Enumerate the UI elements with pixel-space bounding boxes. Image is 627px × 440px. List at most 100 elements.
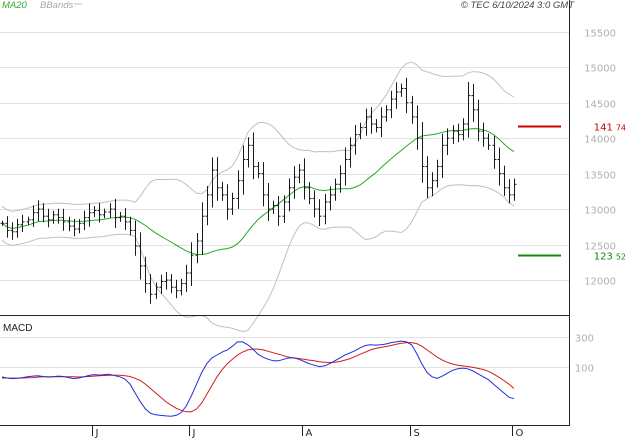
price-bar [51,210,56,224]
price-bar [282,195,287,223]
legend-ma20: MA20 [2,0,28,11]
price-bar [399,83,404,97]
source-timestamp: © TEC 6/10/2024 3:0 GMT [461,0,575,11]
price-bar [492,135,497,169]
macd-y-tick-label: 100 [575,364,594,375]
price-bar [200,202,205,255]
price-bar [507,179,512,204]
price-bar [97,202,102,223]
price-bar [317,199,322,226]
price-y-tick-label: 13000 [584,206,616,217]
signal-line [2,342,515,413]
price-bar [364,108,369,136]
price-bar [348,137,353,168]
price-bar [225,184,230,220]
price-bar [0,220,5,226]
support-level-label: 123 52 [594,252,626,263]
price-panel: 12000 12500 13000 13500 14000 14500 15000 15500… [0,29,626,333]
price-bar [102,208,107,219]
price-bar [174,279,179,299]
price-bar [189,242,194,286]
price-bar [36,200,41,222]
price-bar [302,158,307,200]
price-bar [266,183,271,221]
price-bar [108,203,113,218]
price-bar [56,208,61,224]
price-bar [230,192,235,215]
price-bar [179,278,184,296]
price-bar [415,105,420,150]
price-bar [5,216,10,238]
price-bar [328,186,333,211]
price-bar [430,172,435,197]
ma20-line [1,128,515,256]
price-bar [307,182,312,205]
price-bar [10,222,15,240]
price-y-tick-label: 15000 [584,64,616,75]
price-bar [148,274,153,304]
price-bar [77,219,82,234]
price-bar [241,145,246,195]
price-bar [133,220,138,256]
price-bar [461,118,466,141]
price-bar [420,122,425,183]
price-bar [333,178,338,201]
ma20-path [1,128,515,256]
price-bar [46,208,51,228]
price-bar [31,205,36,227]
price-bar [123,208,128,230]
bollinger-bands [1,61,515,333]
month-tick-label: O [516,428,524,439]
price-bar [374,119,379,133]
price-bar [287,178,292,212]
price-bar [410,95,415,124]
price-bar [471,83,476,122]
price-bar [159,274,164,294]
price-bar [210,157,215,208]
macd-y-tick-label: 300 [575,334,594,345]
price-bar [271,200,276,214]
month-tick-label: A [306,428,313,439]
price-bar [92,206,97,218]
bbands-lower-line [1,184,515,333]
price-bar [26,216,31,226]
price-bar [312,190,317,218]
price-bar [87,203,92,227]
price-bar [67,216,72,232]
price-bar [445,128,450,156]
price-bar [343,147,348,186]
price-bar [41,203,46,223]
price-bar [512,178,517,201]
price-bar [369,107,374,134]
bbands-upper-line [1,61,515,213]
month-tick-label: J [192,428,196,439]
price-bar [323,193,328,225]
price-y-tick-label: 15500 [584,29,616,40]
price-gridlines [0,32,569,281]
price-bar [353,125,358,155]
legend-bbands: BBands [40,0,74,11]
price-bar [384,105,389,122]
macd-panel: 100 300 [0,334,594,417]
price-bar [486,133,491,150]
resistance-level-label: 141 74 [594,123,626,134]
price-y-tick-label: 14500 [584,100,616,111]
price-bar [502,165,507,196]
price-bar [236,170,241,209]
macd-line [1,340,515,417]
macd-gridlines [0,337,569,368]
price-bar [246,137,251,168]
price-bar [138,232,143,280]
price-bar [456,123,461,143]
price-bar [164,272,169,290]
macd-title: MACD [3,323,32,334]
price-bar [379,107,384,138]
price-bar [389,90,394,119]
price-bar [297,164,302,184]
price-bar [205,186,210,226]
price-bar [466,82,471,138]
price-bar [404,77,409,114]
macd-y-tick-labels: 100 300 [575,334,594,375]
